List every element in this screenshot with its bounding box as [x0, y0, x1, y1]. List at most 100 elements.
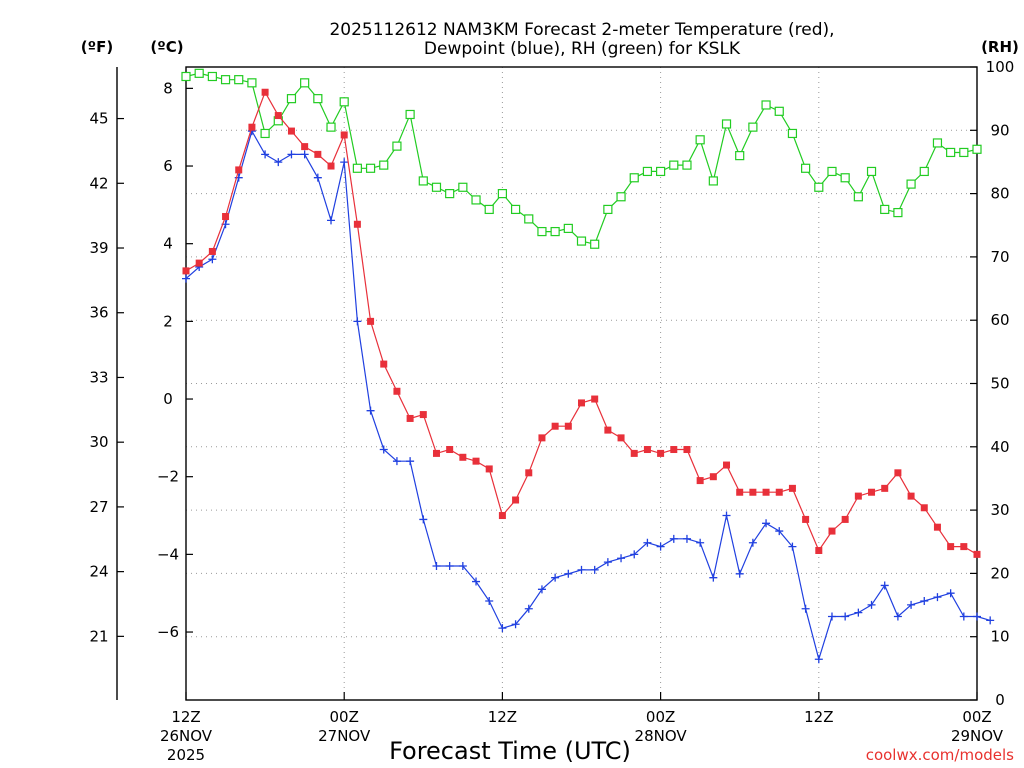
rh-tick-label: 90	[990, 121, 1009, 139]
dewpoint-point	[709, 573, 718, 582]
rh-point	[458, 182, 468, 192]
series-dewpoint	[182, 127, 995, 664]
temperature-point	[419, 411, 427, 419]
rh-point	[655, 166, 666, 177]
fahrenheit-tick-label: 39	[89, 239, 108, 257]
dewpoint-point	[485, 596, 494, 605]
dewpoint-point	[959, 612, 968, 621]
temperature-point	[235, 166, 243, 174]
dewpoint-point	[419, 515, 428, 524]
fahrenheit-tick-label: 42	[89, 174, 108, 192]
rh-point	[708, 176, 718, 186]
dewpoint-point	[511, 620, 520, 629]
temperature-point	[960, 543, 968, 551]
dewpoint-point	[261, 150, 270, 159]
dewpoint-point	[880, 581, 889, 590]
rh-point	[247, 78, 257, 88]
fahrenheit-tick-label: 27	[89, 498, 108, 516]
dewpoint-point	[366, 406, 375, 415]
rh-point	[866, 166, 877, 177]
dewpoint-point	[827, 612, 836, 621]
rh-point	[590, 239, 600, 249]
dewpoint-point	[182, 274, 190, 283]
temperature-point	[195, 259, 203, 267]
temperature-point	[564, 422, 572, 430]
celsius-unit-label: (ºC)	[150, 38, 183, 56]
rh-point	[300, 78, 310, 88]
dewpoint-point	[458, 562, 467, 571]
dewpoint-point	[300, 150, 309, 159]
dewpoint-point	[287, 150, 296, 159]
rh-point	[405, 109, 415, 120]
temperature-point	[512, 496, 520, 504]
temperature-point	[208, 247, 216, 255]
temperature-point	[446, 446, 454, 454]
rh-point	[445, 189, 455, 199]
rh-point	[840, 173, 850, 183]
dewpoint-point	[893, 612, 902, 621]
rh-point	[563, 223, 573, 234]
dewpoint-point	[406, 457, 415, 466]
dewpoint-point	[564, 569, 573, 578]
temperature-point	[617, 434, 625, 442]
rh-tick-label: 60	[990, 311, 1009, 329]
celsius-tick-label: −6	[157, 623, 179, 641]
fahrenheit-tick-label: 24	[89, 563, 108, 581]
temperature-point	[815, 546, 823, 554]
temperature-point	[472, 457, 480, 465]
x-tick-label-time: 12Z	[488, 708, 517, 726]
dewpoint-point	[762, 519, 771, 528]
x-tick-label-date: 26NOV	[160, 727, 213, 745]
dewpoint-point	[208, 255, 217, 264]
temperature-point	[973, 550, 981, 558]
dewpoint-point	[735, 569, 744, 578]
series-line	[185, 72, 978, 245]
temperature-point	[340, 131, 348, 139]
rh-tick-label: 70	[990, 248, 1009, 266]
temperature-point	[736, 488, 744, 496]
rh-tick-label: 30	[990, 501, 1009, 519]
rh-point	[906, 179, 916, 189]
x-tick-label-time: 00Z	[330, 708, 359, 726]
dewpoint-point	[551, 573, 560, 582]
temperature-point	[709, 473, 717, 481]
temperature-point	[287, 127, 295, 135]
dewpoint-point	[379, 445, 388, 454]
temperature-point	[551, 422, 559, 430]
dewpoint-point	[327, 216, 336, 225]
temperature-point	[630, 449, 638, 457]
x-tick-label-date: 29NOV	[951, 727, 1004, 745]
rh-point	[431, 182, 442, 192]
rh-point	[748, 122, 758, 132]
temperature-point	[380, 360, 388, 368]
dewpoint-point	[537, 585, 546, 594]
fahrenheit-tick-label: 21	[89, 627, 108, 645]
dewpoint-point	[353, 317, 362, 326]
temperature-point	[868, 488, 876, 496]
dewpoint-point	[696, 538, 705, 547]
dewpoint-point	[775, 527, 784, 536]
temperature-point	[828, 527, 836, 535]
dewpoint-point	[920, 596, 929, 605]
rh-point	[194, 68, 204, 78]
temperature-point	[432, 449, 440, 457]
temperature-point	[485, 465, 493, 473]
temperature-point	[683, 446, 691, 454]
celsius-tick-label: 2	[163, 312, 173, 330]
chart-title-line2: Dewpoint (blue), RH (green) for KSLK	[424, 39, 741, 59]
rh-point	[616, 192, 626, 202]
dewpoint-point	[841, 612, 850, 621]
rh-point	[774, 106, 784, 116]
x-axis-label: Forecast Time (UTC)	[389, 737, 631, 765]
fahrenheit-tick-label: 36	[89, 304, 108, 322]
rh-point	[946, 147, 956, 158]
rh-tick-label: 100	[986, 58, 1015, 76]
rh-point	[880, 204, 890, 215]
dewpoint-point	[801, 604, 810, 613]
dewpoint-point	[669, 534, 678, 543]
temperature-point	[498, 512, 506, 520]
temperature-point	[881, 484, 889, 492]
rh-point	[510, 204, 521, 215]
celsius-tick-label: 0	[163, 390, 173, 408]
